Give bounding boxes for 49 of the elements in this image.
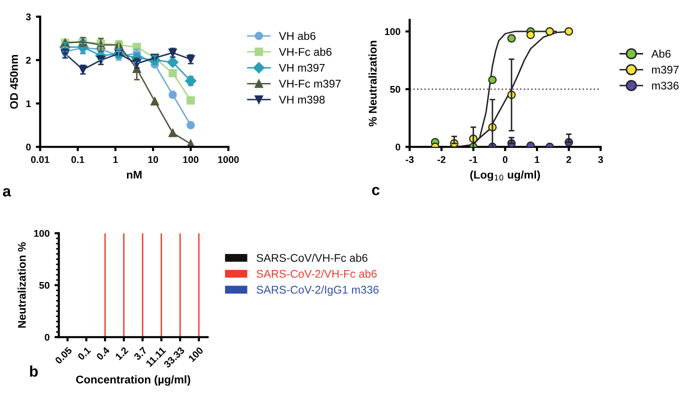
y-tick-label: 100 xyxy=(385,28,400,36)
y-tick-label: 50 xyxy=(39,282,50,289)
legend-label: Ab6 xyxy=(651,50,671,58)
x-axis-title: nM xyxy=(126,170,142,179)
x-tick-label: 0.05 xyxy=(54,346,72,364)
x-tick-label: 1 xyxy=(534,156,540,163)
legend-label: SARS-CoV-2/VH-Fc ab6 xyxy=(256,270,377,278)
x-tick-label: 1 xyxy=(113,156,118,163)
x-tick-label: 100 xyxy=(183,156,198,164)
legend-label: VH ab6 xyxy=(278,32,316,40)
x-tick-label: 1.2 xyxy=(114,346,129,360)
y-tick-label: 100 xyxy=(34,230,50,237)
y-tick-label: 0 xyxy=(396,144,400,150)
text: b xyxy=(30,366,38,377)
x-tick-label: 0.01 xyxy=(31,156,50,164)
x-tick-label: 2 xyxy=(566,156,572,163)
y-axis-title: OD 450nm xyxy=(10,54,18,109)
legend-label: m397 xyxy=(652,66,679,74)
legend-label: m336 xyxy=(652,82,679,90)
legend-label: VH-Fc ab6 xyxy=(278,48,332,56)
y-tick-label: 0 xyxy=(26,144,31,150)
x-tick-label: 0.1 xyxy=(77,346,92,360)
legend-label: VH m397 xyxy=(278,64,325,72)
legend-label: VH-Fc m397 xyxy=(278,80,341,88)
x-tick-label: 3.7 xyxy=(133,346,148,361)
x-tick-label: 3 xyxy=(598,156,604,164)
x-tick-label: 0.4 xyxy=(96,346,110,360)
x-tick-label: 0.1 xyxy=(71,156,84,164)
y-tick-label: 2 xyxy=(26,56,31,64)
x-tick-label: -2 xyxy=(438,156,446,163)
y-axis-title: Neutralization % xyxy=(18,242,26,328)
x-axis-title: Concentration (µg/ml) xyxy=(76,375,190,386)
legend-label: VH m398 xyxy=(278,96,325,104)
y-tick-label: 1 xyxy=(26,100,31,108)
y-tick-label: 0 xyxy=(44,334,50,341)
x-tick-label: 1000 xyxy=(218,156,239,164)
x-tick-label: 0 xyxy=(502,156,508,164)
y-axis-title: % Neutralization xyxy=(368,40,377,126)
x-tick-label: 100 xyxy=(188,346,204,362)
x-tick-label: -1 xyxy=(469,156,478,163)
text: c xyxy=(372,186,380,196)
y-tick-label: 3 xyxy=(26,13,31,20)
x-axis-title: (Log$_{10}$ ug/ml) xyxy=(470,170,540,181)
x-tick-label: -3 xyxy=(406,156,414,164)
legend-label: SARS-CoV-2/IgG1 m336 xyxy=(256,286,379,296)
text: a xyxy=(2,188,12,196)
y-tick-label: 50 xyxy=(390,86,400,93)
x-tick-label: 10 xyxy=(148,156,158,164)
legend-label: SARS-CoV/VH-Fc ab6 xyxy=(256,254,368,262)
